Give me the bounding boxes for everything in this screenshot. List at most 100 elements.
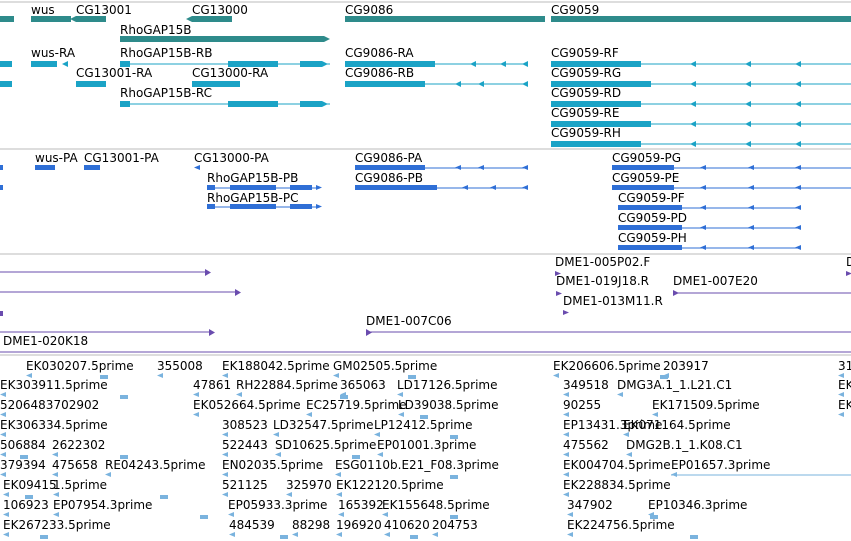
est-label[interactable]: EN02035.5prime (222, 458, 323, 472)
est-label[interactable]: 379394 (0, 458, 46, 472)
est-label[interactable]: EP05933.3prime (228, 498, 327, 512)
gene-label[interactable]: CG13001 (76, 3, 132, 17)
clone-label[interactable]: DME1-005P02.F (555, 255, 650, 269)
est-label[interactable]: EK155648.5prime (382, 498, 490, 512)
protein-label[interactable]: wus-PA (35, 151, 78, 165)
gene-label[interactable]: CG9086 (345, 3, 393, 17)
transcript-label[interactable]: CG9059-RG (551, 66, 621, 80)
est-label[interactable]: DMG3A.1_1.L21.C1 (617, 378, 732, 392)
est-label[interactable]: EK267233.5prime (3, 518, 111, 532)
est-label[interactable]: EK303911.5prime (0, 378, 108, 392)
clone-label[interactable]: DME1-007E20 (673, 274, 758, 288)
protein-label[interactable]: RhoGAP15B-PC (207, 191, 298, 205)
protein-label[interactable]: CG9086-PB (355, 171, 423, 185)
transcript-label[interactable]: RhoGAP15B-RC (120, 86, 212, 100)
transcript-label[interactable]: CG9086-RA (345, 46, 414, 60)
est-label[interactable]: EK (838, 398, 851, 412)
protein-label[interactable]: CG9059-PG (612, 151, 681, 165)
est-label[interactable]: EK09415 (3, 478, 57, 492)
transcript-label[interactable]: RhoGAP15B-RB (120, 46, 212, 60)
est-label[interactable]: EK030207.5prime (26, 359, 134, 373)
est-label[interactable]: EK306334.5prime (0, 418, 108, 432)
est-label[interactable]: 475562 (563, 438, 609, 452)
transcript-label[interactable]: wus-RA (31, 46, 76, 60)
transcript-label[interactable]: CG9059-RD (551, 86, 621, 100)
gene-label[interactable]: CG9059 (551, 3, 599, 17)
est-label[interactable]: GM02505.5prime (333, 359, 437, 373)
est-label[interactable]: 522443 (222, 438, 268, 452)
protein-label[interactable]: CG9059-PH (618, 231, 687, 245)
est-label[interactable]: EP01657.3prime (671, 458, 770, 472)
est-label[interactable]: 521125 (222, 478, 268, 492)
est-label[interactable]: 196920 (336, 518, 382, 532)
est-label[interactable]: 47861 (193, 378, 231, 392)
est-label[interactable]: LD39038.5prime (398, 398, 499, 412)
est-label[interactable]: EK206606.5prime (553, 359, 661, 373)
est-label[interactable]: EK052664.5prime (193, 398, 301, 412)
clone-label[interactable]: DME1-013M11.R (563, 294, 663, 308)
gene-label[interactable]: wus (31, 3, 55, 17)
est-label[interactable]: LD17126.5prime (397, 378, 498, 392)
est-label[interactable]: DMG2B.1_1.K08.C1 (626, 438, 743, 452)
clone-label[interactable]: DME1-007C06 (366, 314, 452, 328)
est-label[interactable]: 506884 (0, 438, 46, 452)
est-label[interactable]: 2622302 (52, 438, 105, 452)
est-label[interactable]: EK224756.5prime (567, 518, 675, 532)
gene-label[interactable]: CG13000 (192, 3, 248, 17)
protein-label[interactable]: CG9059-PD (618, 211, 687, 225)
est-label[interactable]: EK188042.5prime (222, 359, 330, 373)
est-label[interactable]: 349518 (563, 378, 609, 392)
est-label[interactable]: LD32547.5prime (273, 418, 374, 432)
est-label[interactable]: 410620 (384, 518, 430, 532)
protein-label[interactable]: CG9086-PA (355, 151, 423, 165)
protein-label[interactable]: CG9059-PE (612, 171, 679, 185)
est-label[interactable]: RH22884.5prime (236, 378, 338, 392)
est-label[interactable]: 106923 (3, 498, 49, 512)
transcript-label[interactable]: CG9086-RB (345, 66, 414, 80)
est-label[interactable]: 203917 (663, 359, 709, 373)
est-label[interactable]: 325970 (286, 478, 332, 492)
transcript-label[interactable]: CG9059-RE (551, 106, 619, 120)
protein-label[interactable]: CG13000-PA (194, 151, 270, 165)
est-label[interactable]: EK071164.5prime (623, 418, 731, 432)
est-label[interactable]: 90255 (563, 398, 601, 412)
est-label[interactable]: 365063 (340, 378, 386, 392)
est-label[interactable]: EP10346.3prime (648, 498, 747, 512)
est-label[interactable]: EP07954.3prime (53, 498, 152, 512)
clone-label[interactable]: DME1-020K18 (3, 334, 88, 348)
clone-label[interactable]: DME1-019J18.R (556, 274, 649, 288)
est-label[interactable]: EC25719.5prime (306, 398, 407, 412)
est-label[interactable]: 308523 (222, 418, 268, 432)
est-label[interactable]: EP01001.3prime (377, 438, 476, 452)
est-label[interactable]: EK122120.5prime (336, 478, 444, 492)
est-label[interactable]: 475658 (52, 458, 98, 472)
transcript-label[interactable]: CG9059-RF (551, 46, 619, 60)
protein-label[interactable]: CG13001-PA (84, 151, 160, 165)
est-label[interactable]: SD10625.5prime (275, 438, 376, 452)
transcript-label[interactable]: CG9059-RH (551, 126, 621, 140)
protein-label[interactable]: RhoGAP15B-PB (207, 171, 298, 185)
transcript-label[interactable]: CG13001-RA (76, 66, 153, 80)
est-label[interactable]: EP13431.3prime (563, 418, 662, 432)
est-label[interactable]: EK (838, 378, 851, 392)
est-label[interactable]: 88298 (292, 518, 330, 532)
est-label[interactable]: 355008 (157, 359, 203, 373)
est-label[interactable]: 31 (838, 359, 851, 373)
gene-label[interactable]: RhoGAP15B (120, 23, 192, 37)
strand-arrow-left (157, 373, 163, 378)
est-label[interactable]: 347902 (567, 498, 613, 512)
est-label[interactable]: ESG0110b.E21_F08.3prime (335, 458, 499, 472)
transcript-label[interactable]: CG13000-RA (192, 66, 269, 80)
est-label[interactable]: RE04243.5prime (105, 458, 206, 472)
clone-label[interactable]: D (846, 255, 851, 269)
est-label[interactable]: EK228834.5prime (563, 478, 671, 492)
est-label[interactable]: 484539 (229, 518, 275, 532)
est-label[interactable]: EK004704.5prime (563, 458, 671, 472)
est-label[interactable]: 204753 (432, 518, 478, 532)
est-label[interactable]: EK171509.5prime (652, 398, 760, 412)
est-label[interactable]: LP12412.5prime (374, 418, 473, 432)
est-label[interactable]: 1.5prime (53, 478, 107, 492)
est-label[interactable]: 165392 (338, 498, 384, 512)
est-label[interactable]: 5206483702902 (0, 398, 99, 412)
protein-label[interactable]: CG9059-PF (618, 191, 685, 205)
